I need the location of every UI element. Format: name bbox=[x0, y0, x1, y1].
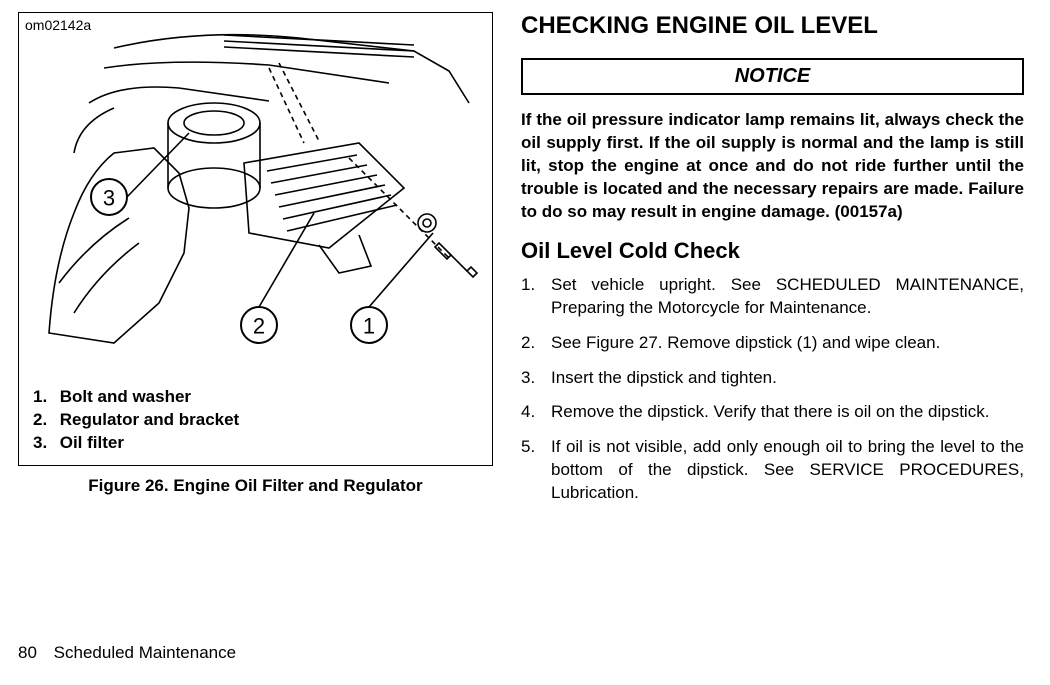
diagram-area: om02142a bbox=[19, 13, 492, 378]
step-text: If oil is not visible, add only enough o… bbox=[551, 436, 1024, 505]
steps-list: 1. Set vehicle upright. See SCHEDULED MA… bbox=[521, 274, 1024, 506]
step-num: 2. bbox=[521, 332, 551, 355]
legend-label: Bolt and washer bbox=[60, 387, 191, 406]
callout-1: 1 bbox=[351, 307, 387, 343]
legend-item: 3. Oil filter bbox=[33, 432, 482, 455]
page-number: 80 bbox=[18, 643, 37, 663]
right-column: CHECKING ENGINE OIL LEVEL NOTICE If the … bbox=[521, 12, 1024, 517]
notice-box: NOTICE bbox=[521, 58, 1024, 95]
callout-1-num: 1 bbox=[363, 314, 375, 339]
callout-3-num: 3 bbox=[103, 186, 115, 211]
callout-2: 2 bbox=[241, 307, 277, 343]
notice-label: NOTICE bbox=[735, 65, 811, 87]
legend-num: 2. bbox=[33, 409, 55, 432]
step-text: See Figure 27. Remove dipstick (1) and w… bbox=[551, 332, 1024, 355]
page-footer: 80 Scheduled Maintenance bbox=[18, 643, 236, 663]
step-text: Insert the dipstick and tighten. bbox=[551, 367, 1024, 390]
legend-num: 3. bbox=[33, 432, 55, 455]
legend-label: Regulator and bracket bbox=[60, 410, 240, 429]
engine-oil-filter-diagram: 3 2 1 bbox=[19, 13, 492, 378]
notice-text: If the oil pressure indicator lamp remai… bbox=[521, 109, 1024, 224]
subheading: Oil Level Cold Check bbox=[521, 238, 1024, 264]
left-column: om02142a bbox=[18, 12, 493, 517]
figure-caption: Figure 26. Engine Oil Filter and Regulat… bbox=[18, 476, 493, 496]
step-num: 4. bbox=[521, 401, 551, 424]
step-item: 2. See Figure 27. Remove dipstick (1) an… bbox=[521, 332, 1024, 355]
figure-legend: 1. Bolt and washer 2. Regulator and brac… bbox=[19, 378, 492, 465]
legend-num: 1. bbox=[33, 386, 55, 409]
step-item: 5. If oil is not visible, add only enoug… bbox=[521, 436, 1024, 505]
legend-item: 1. Bolt and washer bbox=[33, 386, 482, 409]
step-num: 1. bbox=[521, 274, 551, 320]
figure-box: om02142a bbox=[18, 12, 493, 466]
callout-3: 3 bbox=[91, 179, 127, 215]
step-num: 3. bbox=[521, 367, 551, 390]
step-text: Set vehicle upright. See SCHEDULED MAINT… bbox=[551, 274, 1024, 320]
step-item: 1. Set vehicle upright. See SCHEDULED MA… bbox=[521, 274, 1024, 320]
figure-image-id: om02142a bbox=[25, 17, 91, 33]
legend-item: 2. Regulator and bracket bbox=[33, 409, 482, 432]
step-item: 4. Remove the dipstick. Verify that ther… bbox=[521, 401, 1024, 424]
step-text: Remove the dipstick. Verify that there i… bbox=[551, 401, 1024, 424]
section-heading: CHECKING ENGINE OIL LEVEL bbox=[521, 12, 1024, 40]
footer-section: Scheduled Maintenance bbox=[54, 643, 236, 662]
legend-label: Oil filter bbox=[60, 433, 124, 452]
step-num: 5. bbox=[521, 436, 551, 505]
callout-2-num: 2 bbox=[253, 314, 265, 339]
step-item: 3. Insert the dipstick and tighten. bbox=[521, 367, 1024, 390]
